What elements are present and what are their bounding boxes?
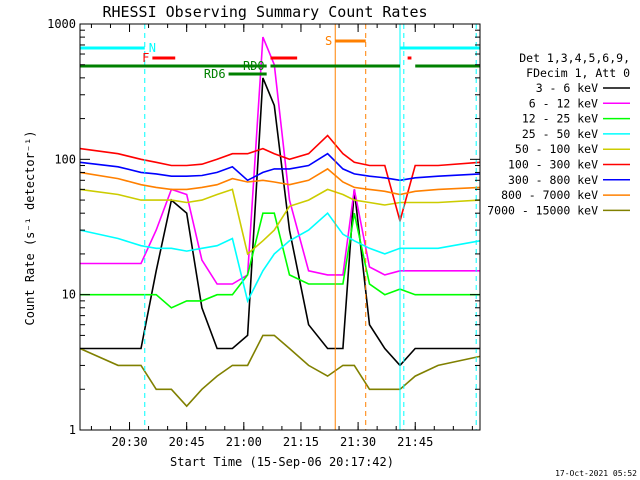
x-tick-label-4: 21:30: [340, 435, 376, 449]
x-tick-label-1: 20:45: [169, 435, 205, 449]
series-line-2: [80, 212, 480, 309]
legend-label-8: 7000 - 15000 keV: [487, 203, 598, 217]
chart-title: RHESSI Observing Summary Count Rates: [102, 3, 427, 21]
series-line-0: [80, 77, 480, 367]
x-tick-label-5: 21:45: [397, 435, 433, 449]
flag-label-s: S: [325, 34, 332, 48]
legend-label-6: 300 - 800 keV: [508, 173, 598, 187]
flag-label-f: F: [142, 51, 149, 65]
series-line-4: [79, 188, 481, 256]
y-tick-label-2: 100: [54, 152, 76, 166]
series-line-5: [79, 134, 481, 225]
legend-label-3: 25 - 50 keV: [522, 127, 598, 141]
series-line-6: [79, 152, 481, 182]
legend-label-7: 800 - 7000 keV: [501, 188, 598, 202]
legend-label-5: 100 - 300 keV: [508, 158, 598, 172]
y-axis-label: Count Rate (s⁻¹ detector⁻¹): [23, 130, 37, 325]
legend-header-2: FDecim 1, Att 0: [526, 66, 630, 80]
y-tick-label-3: 1000: [47, 17, 76, 31]
axes-layer: 1 10 100 1000 20:30 20:45 21:00 21:15 21:30 21:45: [47, 17, 481, 449]
x-tick-label-0: 20:30: [111, 435, 147, 449]
y-tick-label-0: 1: [69, 423, 76, 437]
flag-label-rd6: RD6: [204, 67, 226, 81]
legend-label-0: 3 - 6 keV: [536, 81, 598, 95]
legend-header-1: Det 1,3,4,5,6,9,: [519, 51, 630, 65]
x-tick-label-2: 21:00: [226, 435, 262, 449]
flag-label-n: N: [149, 41, 156, 55]
legend-label-2: 12 - 25 keV: [522, 112, 598, 126]
flag-label-rd0: RD0: [243, 59, 265, 73]
series-line-8: [79, 334, 481, 408]
timestamp: 17-Oct-2021 05:52: [555, 469, 637, 478]
legend-label-4: 50 - 100 keV: [515, 142, 598, 156]
series-line-7: [79, 167, 481, 196]
series-line-3: [79, 212, 481, 304]
plot-frame: [79, 23, 481, 431]
x-axis-label: Start Time (15-Sep-06 20:17:42): [170, 455, 394, 469]
x-tick-label-3: 21:15: [283, 435, 319, 449]
legend-label-1: 6 - 12 keV: [529, 96, 598, 110]
y-tick-label-1: 10: [62, 288, 76, 302]
